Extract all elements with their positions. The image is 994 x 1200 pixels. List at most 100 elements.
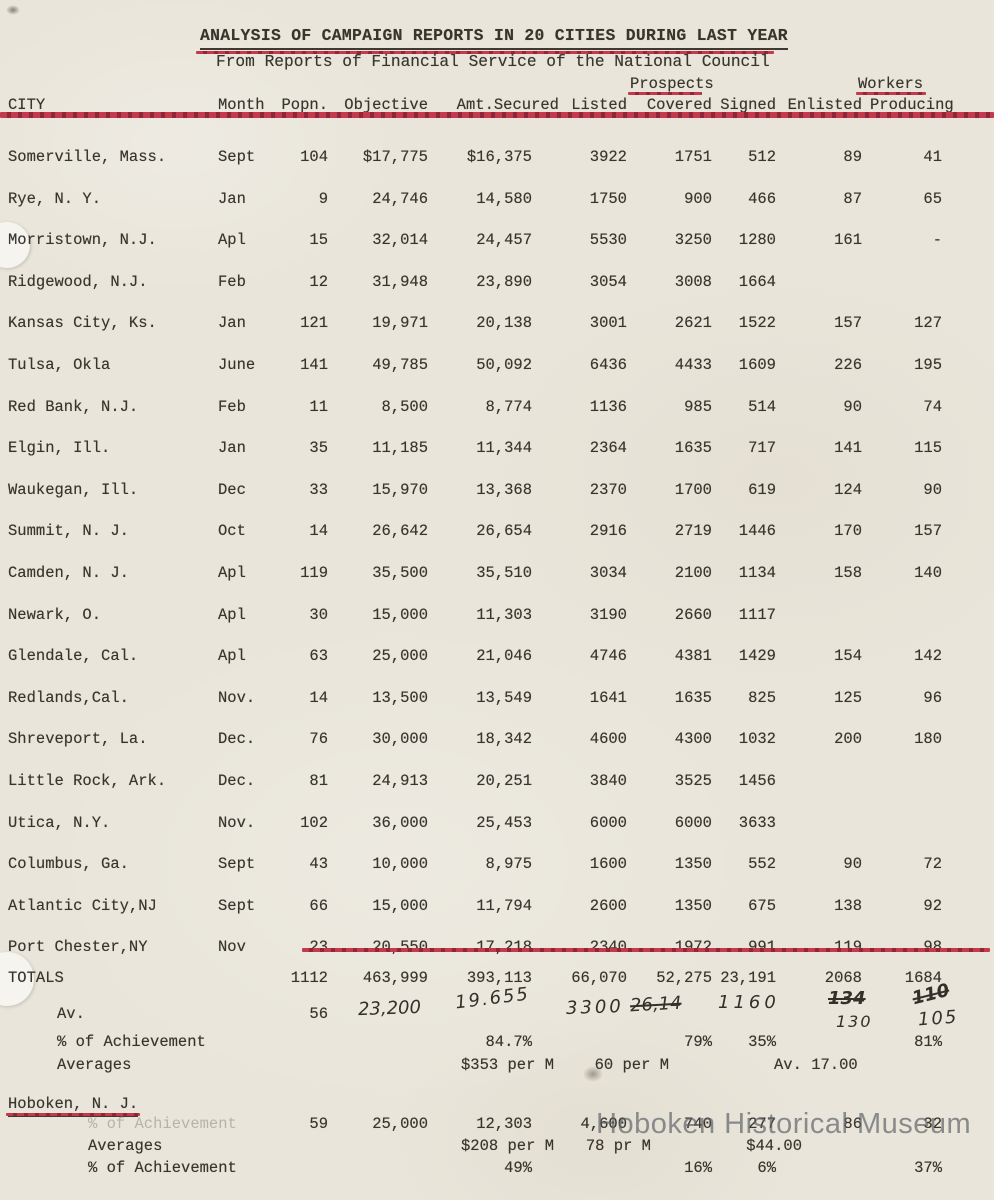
table-row: Rye, N. Y. Jan 9 24,746 14,580 1750 900 466 87 65 [8, 189, 942, 209]
cell-signed: 23,191 [720, 969, 776, 987]
cell-amt-secured: 13,368 [476, 480, 532, 499]
cell-enlisted: 86 [843, 1115, 862, 1133]
cell-city: Atlantic City,NJ [8, 896, 157, 915]
table-row: Elgin, Ill. Jan 35 11,185 11,344 2364 1635 717 1… [8, 438, 942, 458]
cell-listed: 3054 [589, 272, 627, 291]
cell-popn: 121 [300, 314, 328, 333]
cell-signed: 466 [748, 189, 776, 208]
cell-month: Sept [218, 148, 256, 166]
cell-city: Somerville, Mass. [8, 148, 167, 166]
cell-covered: 1635 [674, 688, 712, 707]
cell-popn [280, 1136, 328, 1156]
cell-month: Nov. [218, 688, 256, 707]
museum-watermark: Hoboken Historical Museum [596, 1108, 972, 1140]
hoboken-faded-label: % of Achievement [88, 1115, 237, 1133]
cell-amt-secured: 11,794 [476, 896, 532, 915]
cell-listed: 4746 [589, 647, 627, 666]
cell-city: Little Rock, Ark. [8, 772, 167, 790]
cell-enlisted [776, 1158, 862, 1178]
column-header-signed: Signed [720, 96, 776, 114]
cell-objective: $17,775 [362, 148, 428, 166]
cell-amt-secured: 393,113 [466, 969, 532, 987]
page-subtitle: From Reports of Financial Service of the… [216, 53, 770, 71]
cell-amt-secured: 20,251 [476, 772, 532, 790]
cell-popn: 43 [309, 855, 328, 874]
cell-listed: 66,070 [571, 969, 627, 987]
cell-objective: 10,000 [372, 855, 428, 874]
cell-objective: 15,970 [372, 480, 428, 499]
cell-listed: 1136 [589, 397, 627, 416]
cell-city: Camden, N. J. [8, 564, 129, 582]
cell-producing: 74 [923, 397, 942, 416]
cell-month: Dec. [218, 772, 256, 790]
cell-signed: 1664 [738, 272, 776, 291]
table-row: Utica, N.Y. Nov. 102 36,000 25,453 6000 6000 36… [8, 813, 942, 833]
table-row: Newark, O. Apl 30 15,000 11,303 3190 2660 1117 [8, 605, 942, 625]
cell-listed: 3034 [589, 564, 627, 582]
cell-signed: 825 [748, 688, 776, 707]
hoboken-averages-row: Averages $208 per M 78 pr M $44.00 [8, 1136, 942, 1156]
cell-objective: 30,000 [372, 730, 428, 749]
cell-signed: 514 [748, 397, 776, 416]
cell-amt-secured: 12,303 [476, 1115, 532, 1133]
cell-covered: 6000 [674, 813, 712, 832]
cell-listed: 5530 [589, 231, 627, 250]
cell-month [218, 1032, 280, 1052]
cell-city: Glendale, Cal. [8, 647, 139, 666]
cell-objective [328, 1158, 428, 1178]
cell-listed: 2364 [589, 439, 627, 458]
cell-month: Feb [218, 397, 246, 416]
cell-city: Rye, N. Y. [8, 189, 102, 208]
table-row: Glendale, Cal. Apl 63 25,000 21,046 4746 4381 1… [8, 646, 942, 666]
cell-popn [280, 1032, 328, 1052]
cell-popn: 63 [309, 647, 328, 666]
cell-objective [328, 1032, 428, 1052]
cell-enlisted [776, 771, 862, 791]
cell-popn: 66 [309, 896, 328, 915]
cell-month: Apl [218, 231, 246, 250]
cell-covered: 2100 [674, 564, 712, 582]
averages-per-m-amt: $353 per M [460, 1056, 554, 1074]
cell-objective: 36,000 [372, 813, 428, 832]
cell-producing [862, 813, 942, 833]
handwritten-signed-average: 1160 [718, 992, 780, 1013]
cell-covered: 1350 [674, 855, 712, 874]
handwritten-covered-average-struck: 26,14 [629, 992, 683, 1017]
cell-producing: 195 [914, 356, 942, 374]
cell-month: Oct [218, 522, 246, 541]
cell-month [218, 1055, 280, 1075]
cell-month [218, 1158, 280, 1178]
table-row: Morristown, N.J. Apl 15 32,014 24,457 5530 325… [8, 230, 942, 250]
cell-enlisted: 138 [834, 896, 862, 915]
column-header-amt_secured: Amt.Secured [456, 96, 559, 114]
cell-enlisted: 124 [834, 480, 862, 499]
hoboken-achievement-signed: 6% [757, 1159, 776, 1177]
cell-objective: 32,014 [372, 231, 428, 250]
cell-popn: 30 [309, 605, 328, 624]
cell-enlisted: 161 [834, 231, 862, 250]
cell-listed: 3922 [589, 148, 627, 166]
cell-objective: 463,999 [362, 969, 428, 987]
cell-city: Summit, N. J. [8, 522, 129, 541]
cell-amt-secured: 8,975 [485, 855, 532, 874]
cell-popn: 33 [309, 480, 328, 499]
cell-month: Jan [218, 189, 246, 208]
cell-city: Port Chester,NY [8, 938, 148, 957]
averages-row: Averages $353 per M 60 per M Av. 17.00 [8, 1055, 942, 1075]
average-label: Av. [57, 1005, 85, 1023]
cell-popn: 76 [309, 730, 328, 749]
hoboken-achievement-producing: 37% [914, 1159, 942, 1177]
cell-signed: 277 [748, 1115, 776, 1133]
cell-amt-secured: 14,580 [476, 189, 532, 208]
cell-listed [532, 1032, 627, 1052]
cell-objective: 15,000 [372, 896, 428, 915]
title-red-underline [196, 51, 774, 54]
achievement-row: % of Achievement 84.7% 79% 35% 81% [8, 1032, 942, 1052]
totals-separator-rule [302, 948, 990, 952]
cell-covered: 1700 [674, 480, 712, 499]
cell-covered: 1635 [674, 439, 712, 458]
cell-city: Columbus, Ga. [8, 855, 129, 874]
cell-covered: 4433 [674, 356, 712, 374]
cell-producing: 72 [923, 855, 942, 874]
cell-objective: 19,971 [372, 314, 428, 333]
